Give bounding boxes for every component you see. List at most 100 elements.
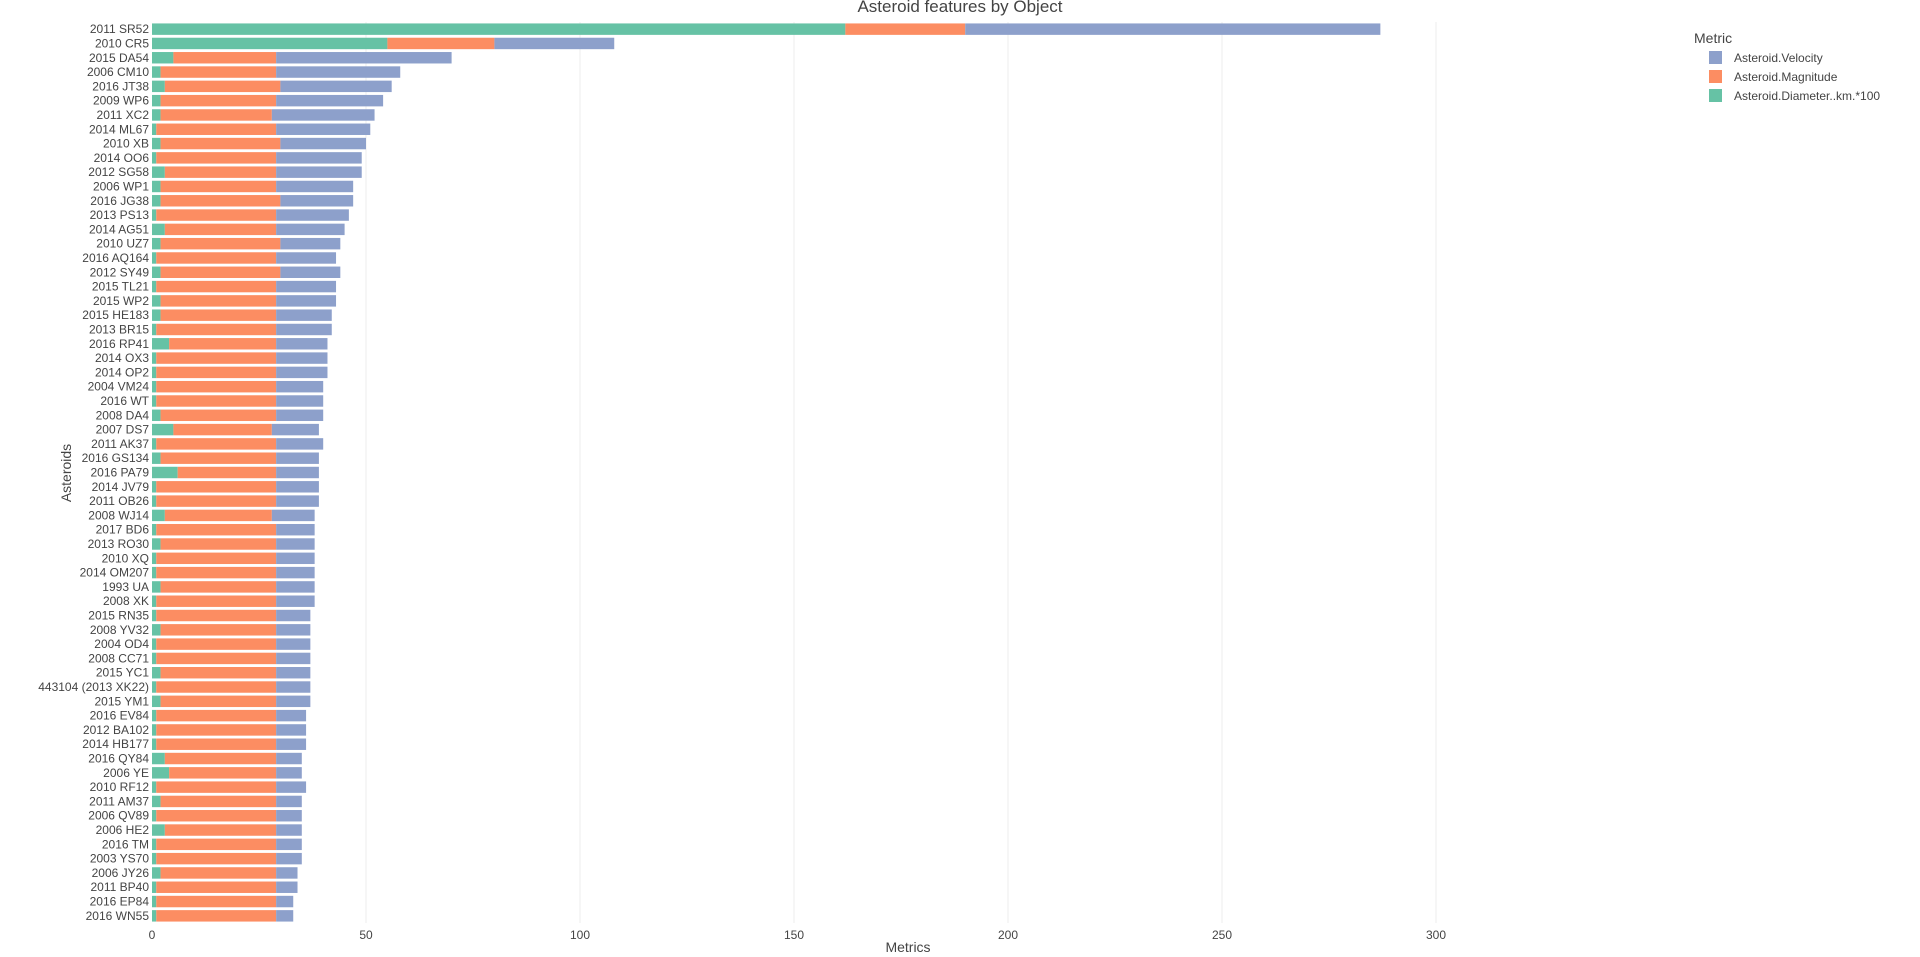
- bar-segment-0-42: [152, 624, 161, 636]
- bar-segment-2-43: [276, 638, 311, 650]
- legend-label-1: Asteroid.Magnitude: [1734, 70, 1838, 84]
- y-tick-label: 2011 XC2: [97, 108, 150, 122]
- x-tick-label: 300: [1426, 928, 1446, 942]
- bar-segment-2-35: [276, 523, 315, 536]
- bar-segment-2-10: [276, 166, 362, 178]
- bar-segment-2-1: [494, 37, 615, 50]
- y-tick-label: 2016 WT: [100, 394, 149, 408]
- x-tick-label: 250: [1212, 928, 1232, 942]
- y-tick-label: 2014 OM207: [80, 566, 150, 580]
- bar-segment-0-39: [152, 581, 161, 593]
- bar-segment-1-41: [156, 609, 277, 622]
- y-tick-label: 2010 XB: [103, 137, 149, 151]
- y-tick-label: 2013 PS13: [90, 208, 150, 222]
- bar-segment-1-25: [156, 380, 277, 393]
- y-tick-label: 2016 EP84: [90, 895, 150, 909]
- bar-segment-2-3: [276, 66, 401, 78]
- legend-label-0: Asteroid.Velocity: [1734, 51, 1823, 65]
- y-tick-label: 2010 CR5: [95, 36, 149, 50]
- bar-segment-0-28: [152, 423, 174, 436]
- bar-segment-1-10: [164, 166, 277, 178]
- y-tick-label: 2014 OX3: [95, 351, 149, 365]
- bar-segment-0-46: [152, 681, 157, 693]
- bar-segment-0-19: [152, 295, 161, 307]
- bar-segment-1-52: [169, 767, 277, 779]
- bar-segment-0-21: [152, 323, 157, 336]
- bar-segment-2-9: [276, 152, 362, 164]
- y-tick-label: 2016 AQ164: [82, 251, 149, 265]
- bar-segment-1-27: [160, 409, 277, 422]
- bar-segment-2-17: [280, 266, 341, 278]
- bar-segment-0-59: [152, 867, 161, 879]
- bar-segment-2-14: [276, 223, 345, 236]
- legend-title: Metric: [1694, 30, 1732, 46]
- chart-title: Asteroid features by Object: [857, 0, 1062, 16]
- bar-segment-1-30: [160, 452, 277, 464]
- y-tick-label: 2010 XQ: [102, 551, 149, 565]
- y-tick-label: 2012 SY49: [90, 265, 150, 279]
- bar-segment-1-45: [160, 667, 277, 679]
- y-tick-label: 2015 YC1: [96, 666, 149, 680]
- y-tick-label: 2016 QY84: [88, 752, 149, 766]
- bar-segment-2-12: [280, 195, 354, 207]
- y-tick-label: 2006 QV89: [88, 809, 149, 823]
- bar-segment-0-43: [152, 638, 157, 650]
- bar-segment-1-11: [160, 180, 277, 193]
- bar-segment-0-49: [152, 724, 157, 736]
- bar-segment-0-35: [152, 523, 157, 536]
- bar-segment-0-58: [152, 852, 157, 865]
- bar-segment-0-15: [152, 237, 161, 250]
- bar-segment-0-48: [152, 709, 157, 722]
- bar-segment-0-34: [152, 509, 165, 522]
- bar-segment-0-31: [152, 466, 178, 479]
- bar-segment-2-56: [276, 824, 302, 836]
- bar-segment-0-18: [152, 280, 157, 293]
- bar-segment-1-33: [156, 495, 277, 507]
- bar-segment-0-30: [152, 452, 161, 464]
- bar-segment-0-17: [152, 266, 161, 278]
- bar-segment-1-13: [156, 209, 277, 221]
- bar-segment-2-38: [276, 566, 315, 579]
- bar-segment-0-60: [152, 881, 157, 893]
- bar-segment-2-8: [280, 137, 366, 150]
- bar-segment-2-49: [276, 724, 307, 736]
- bar-segment-1-29: [156, 438, 277, 450]
- bar-segment-1-46: [156, 681, 277, 693]
- y-tick-label: 2006 HE2: [96, 823, 150, 837]
- bar-segment-1-24: [156, 366, 277, 379]
- x-tick-labels: 0 50 100 150 200 250 300: [149, 928, 1447, 942]
- y-tick-label: 443104 (2013 XK22): [38, 680, 149, 694]
- bar-segment-1-39: [160, 581, 277, 593]
- bar-segment-2-29: [276, 438, 324, 450]
- y-tick-label: 2007 DS7: [96, 423, 150, 437]
- bar-segment-1-28: [173, 423, 272, 436]
- y-tick-label: 2010 UZ7: [96, 237, 149, 251]
- bar-segment-1-16: [156, 252, 277, 264]
- bar-segment-0-20: [152, 309, 161, 321]
- bar-segment-1-51: [164, 752, 277, 765]
- y-tick-label: 2011 AM37: [89, 794, 149, 808]
- x-axis-title: Metrics: [885, 939, 930, 955]
- bar-segment-0-2: [152, 52, 174, 64]
- bar-segment-2-39: [276, 581, 315, 593]
- bar-segment-1-3: [160, 66, 277, 78]
- bar-segment-2-32: [276, 481, 319, 493]
- bar-segment-0-44: [152, 652, 157, 665]
- bar-segment-2-20: [276, 309, 332, 321]
- bar-segment-2-16: [276, 252, 337, 264]
- y-tick-label: 2004 OD4: [94, 637, 149, 651]
- bar-segment-1-12: [160, 195, 281, 207]
- bar-segment-1-34: [164, 509, 272, 522]
- bars: [152, 23, 1381, 922]
- bar-segment-2-50: [276, 738, 307, 750]
- bar-segment-0-36: [152, 538, 161, 550]
- x-tick-label: 100: [570, 928, 590, 942]
- bar-segment-2-0: [965, 23, 1381, 35]
- bar-segment-1-17: [160, 266, 281, 278]
- bar-segment-2-54: [276, 795, 302, 808]
- bar-segment-1-40: [156, 595, 277, 607]
- bar-segment-2-30: [276, 452, 319, 464]
- x-tick-label: 50: [359, 928, 373, 942]
- bar-segment-2-24: [276, 366, 328, 379]
